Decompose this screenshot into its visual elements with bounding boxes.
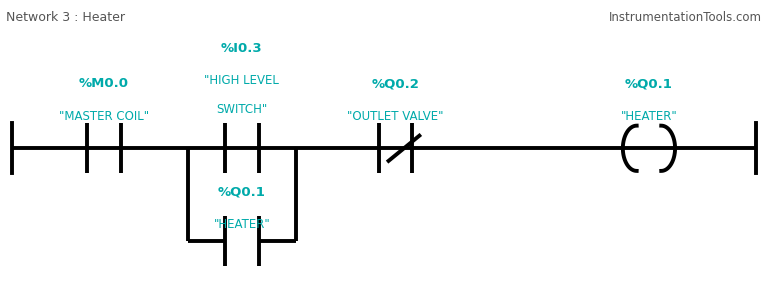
Text: %Q0.2: %Q0.2 <box>372 78 419 91</box>
Text: Network 3 : Heater: Network 3 : Heater <box>6 11 125 24</box>
Text: SWITCH": SWITCH" <box>217 103 267 116</box>
Text: %Q0.1: %Q0.1 <box>218 185 266 199</box>
Text: "OUTLET VALVE": "OUTLET VALVE" <box>347 110 444 123</box>
Text: "HEATER": "HEATER" <box>621 110 677 123</box>
Text: %M0.0: %M0.0 <box>78 78 129 91</box>
Text: InstrumentationTools.com: InstrumentationTools.com <box>609 11 762 24</box>
Text: %Q0.1: %Q0.1 <box>625 78 673 91</box>
Text: "HEATER": "HEATER" <box>214 218 270 231</box>
Text: %I0.3: %I0.3 <box>221 42 263 55</box>
Text: "MASTER COIL": "MASTER COIL" <box>58 110 149 123</box>
Text: "HIGH LEVEL: "HIGH LEVEL <box>204 74 280 87</box>
